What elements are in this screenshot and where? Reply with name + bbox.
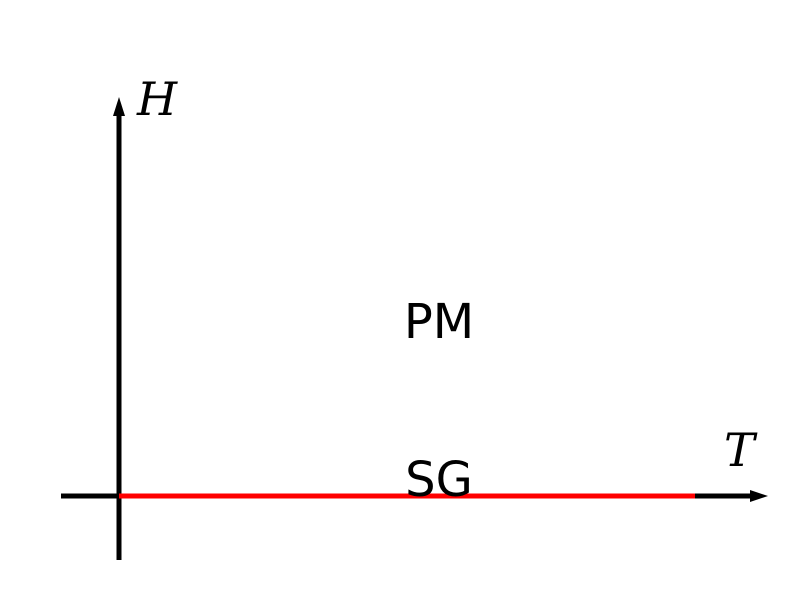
- h-axis-label: H: [136, 72, 178, 126]
- pm-region-label: PM: [404, 294, 474, 350]
- sg-region-label: SG: [405, 452, 473, 508]
- h-axis-arrowhead: [113, 97, 125, 116]
- t-axis-arrowhead: [750, 490, 768, 502]
- t-axis-label: T: [724, 423, 758, 477]
